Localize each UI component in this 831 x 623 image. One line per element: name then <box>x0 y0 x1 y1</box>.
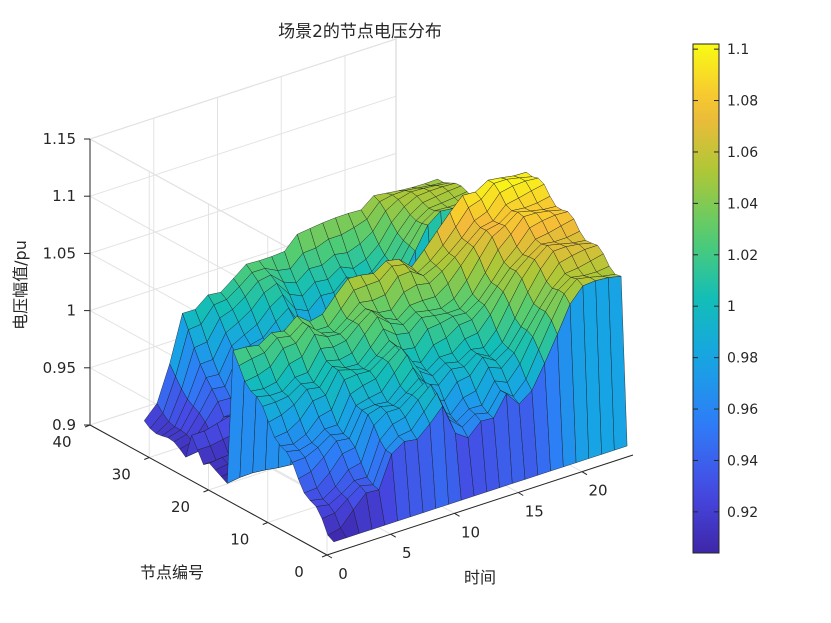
y-tick-mark <box>321 554 328 558</box>
z-tick-label: 0.95 <box>43 359 76 377</box>
y-tick-label: 10 <box>230 531 249 549</box>
y-tick-label: 0 <box>294 563 304 581</box>
colorbar-tick-label: 0.96 <box>727 402 758 418</box>
z-tick-label: 1.05 <box>43 244 76 262</box>
tick-labels: 0 5 10 15 20 0 10 20 30 400.9 0.95 1 1.05 1.1 1.15 <box>43 130 608 583</box>
x-tick-mark <box>326 554 333 559</box>
y-tick-label: 30 <box>112 466 131 484</box>
grid-line <box>89 95 397 197</box>
x-tick-mark <box>581 471 588 476</box>
colorbar-tick-label: 1.04 <box>727 196 758 212</box>
colorbar-tick-label: 1.08 <box>727 94 758 110</box>
x-tick-label: 10 <box>461 523 480 541</box>
colorbar-tick-label: 1 <box>727 299 736 315</box>
y-tick-label: 20 <box>171 498 190 516</box>
colorbar-tick-label: 1.1 <box>727 42 749 58</box>
grid-line <box>89 152 397 254</box>
chart-title: 场景2的节点电压分布 <box>278 22 442 42</box>
colorbar-tick-label: 0.98 <box>727 351 758 367</box>
x-tick-mark <box>517 492 524 496</box>
x-tick-label: 15 <box>525 503 544 521</box>
colorbar-tick-label: 1.02 <box>727 248 758 264</box>
colorbar: 0.92 0.94 0.96 0.98 1 1.02 1.04 1.06 1.08 1.1 <box>692 42 758 554</box>
colorbar-tick-label: 0.92 <box>727 505 758 521</box>
z-tick-label: 0.9 <box>52 416 76 434</box>
colorbar-gradient <box>692 43 720 554</box>
x-axis-label: 时间 <box>464 568 496 587</box>
y-tick-mark <box>203 489 209 493</box>
x-tick-mark <box>390 533 397 538</box>
x-tick-mark <box>454 512 460 517</box>
y-tick-mark <box>262 522 268 525</box>
colorbar-tick-label: 1.06 <box>727 145 758 161</box>
x-tick-label: 0 <box>338 565 348 583</box>
x-tick-label: 5 <box>402 544 412 562</box>
grid-line <box>89 38 397 140</box>
surface-plot <box>143 171 628 543</box>
y-tick-mark <box>144 457 150 460</box>
y-axis-label: 节点编号 <box>140 563 204 582</box>
surface-patch <box>608 275 628 451</box>
x-tick-label: 20 <box>588 482 607 500</box>
z-tick-label: 1 <box>66 302 76 320</box>
z-tick-label: 1.15 <box>43 130 76 148</box>
y-tick-label: 40 <box>52 433 71 451</box>
colorbar-tick-label: 0.94 <box>727 453 758 469</box>
z-axis-label: 电压幅值/pu <box>11 240 30 330</box>
z-tick-label: 1.1 <box>52 187 76 205</box>
